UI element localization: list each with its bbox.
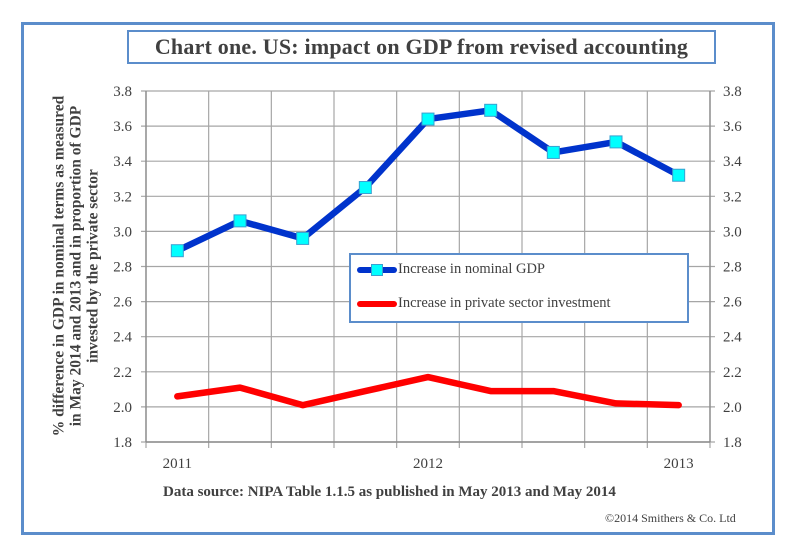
data-point-nominal-gdp xyxy=(609,135,623,149)
legend: Increase in nominal GDP Increase in priv… xyxy=(349,253,689,323)
legend-label: Increase in private sector investment xyxy=(398,295,611,311)
y-tick-label-left: 1.8 xyxy=(113,435,132,451)
series-line-private-investment xyxy=(174,373,682,409)
data-point-nominal-gdp xyxy=(233,214,247,228)
y-tick-label-right: 1.8 xyxy=(723,435,742,451)
x-tick-label: 2012 xyxy=(413,456,443,472)
tick-labels: 1.8 1.8 2.0 2.0 2.2 2.2 2.4 2.4 2.6 2.6 2.8 2.8 3.0 3… xyxy=(113,84,742,472)
copyright-note: ©2014 Smithers & Co. Ltd xyxy=(605,511,736,525)
legend-swatch-nominal-gdp xyxy=(357,263,397,277)
data-point-nominal-gdp xyxy=(672,168,686,182)
y-tick-label-left: 2.4 xyxy=(113,330,132,346)
data-point-nominal-gdp xyxy=(296,231,310,245)
y-tick-label-left: 2.2 xyxy=(113,365,132,381)
data-point-nominal-gdp xyxy=(546,145,560,159)
y-tick-label-right: 2.6 xyxy=(723,295,742,311)
y-tick-label-left: 3.8 xyxy=(113,84,132,100)
chart-frame xyxy=(21,22,775,535)
series-layer xyxy=(170,103,686,409)
title-box: Chart one. US: impact on GDP from revise… xyxy=(127,30,716,64)
data-point-nominal-gdp xyxy=(484,103,498,117)
y-tick-label-right: 2.8 xyxy=(723,260,742,276)
axes xyxy=(145,91,711,443)
y-tick-label-right: 3.8 xyxy=(723,84,742,100)
y-tick-label-left: 3.4 xyxy=(113,154,132,170)
y-tick-label-right: 3.2 xyxy=(723,189,742,205)
y-tick-label-right: 2.0 xyxy=(723,400,742,416)
y-axis-label-line: invested by the private sector xyxy=(84,169,102,363)
y-tick-label-left: 3.6 xyxy=(113,119,132,135)
series-line-nominal-gdp xyxy=(174,107,682,254)
data-point-nominal-gdp xyxy=(170,244,184,258)
y-axis-label-line: in May 2014 and 2013 and in proportion o… xyxy=(67,105,85,427)
data-point-nominal-gdp xyxy=(358,181,372,195)
y-tick-label-right: 2.2 xyxy=(723,365,742,381)
y-tick-label-right: 3.0 xyxy=(723,224,742,240)
chart-title: Chart one. US: impact on GDP from revise… xyxy=(154,34,689,59)
legend-swatch-private-investment xyxy=(357,297,397,311)
y-tick-label-left: 3.0 xyxy=(113,224,132,240)
y-tick-label-right: 3.4 xyxy=(723,154,742,170)
x-tick-label: 2011 xyxy=(163,456,192,472)
y-tick-label-left: 3.2 xyxy=(113,189,132,205)
legend-item-nominal-gdp: Increase in nominal GDP xyxy=(357,261,545,278)
y-tick-label-left: 2.6 xyxy=(113,295,132,311)
data-point-nominal-gdp xyxy=(421,112,435,126)
y-tick-label-right: 3.6 xyxy=(723,119,742,135)
legend-item-private-investment: Increase in private sector investment xyxy=(357,295,611,312)
y-tick-label-right: 2.4 xyxy=(723,330,742,346)
y-axis-label-line: % difference in GDP in nominal terms as … xyxy=(50,95,68,437)
y-tick-label-left: 2.8 xyxy=(113,260,132,276)
legend-label: Increase in nominal GDP xyxy=(398,261,545,277)
data-source-note: Data source: NIPA Table 1.1.5 as publish… xyxy=(163,484,616,500)
y-tick-label-left: 2.0 xyxy=(113,400,132,416)
x-tick-label: 2013 xyxy=(664,456,694,472)
